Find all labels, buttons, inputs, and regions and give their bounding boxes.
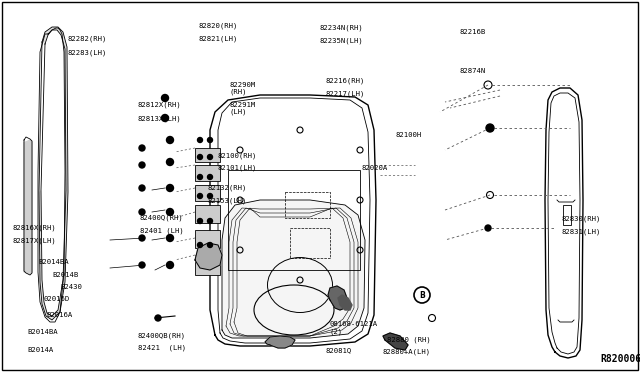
Text: 82830(RH): 82830(RH) <box>562 215 602 222</box>
Bar <box>195 185 220 201</box>
Text: B2430: B2430 <box>61 284 83 290</box>
Circle shape <box>486 124 494 132</box>
Circle shape <box>139 262 145 268</box>
Circle shape <box>207 138 212 142</box>
Polygon shape <box>338 295 352 310</box>
Text: 08168-6121A
(2): 08168-6121A (2) <box>330 321 378 335</box>
Polygon shape <box>265 336 295 348</box>
Bar <box>563 205 571 225</box>
Text: 82100(RH): 82100(RH) <box>218 152 257 159</box>
Text: 82813X(LH): 82813X(LH) <box>138 115 181 122</box>
Circle shape <box>485 225 491 231</box>
Text: 82874N: 82874N <box>460 68 486 74</box>
Text: 82217(LH): 82217(LH) <box>325 90 365 97</box>
Text: B2016A: B2016A <box>46 312 72 318</box>
Circle shape <box>139 209 145 215</box>
Text: 82400QB(RH): 82400QB(RH) <box>138 332 186 339</box>
Text: 82081Q: 82081Q <box>325 347 351 353</box>
Text: 82234N(RH): 82234N(RH) <box>320 25 364 31</box>
Circle shape <box>207 218 212 224</box>
Bar <box>195 165 220 181</box>
Polygon shape <box>328 286 347 310</box>
Text: B2014A: B2014A <box>27 347 53 353</box>
Bar <box>195 255 220 275</box>
Text: 82880+A(LH): 82880+A(LH) <box>383 348 431 355</box>
Circle shape <box>166 137 173 144</box>
Text: 82831(LH): 82831(LH) <box>562 228 602 235</box>
Circle shape <box>161 115 168 122</box>
Text: B2014BA: B2014BA <box>27 329 58 335</box>
Bar <box>195 230 220 248</box>
Polygon shape <box>39 27 68 320</box>
Text: 82282(RH): 82282(RH) <box>67 36 107 42</box>
Circle shape <box>166 158 173 166</box>
Text: 82820(RH): 82820(RH) <box>198 23 238 29</box>
Text: 82235N(LH): 82235N(LH) <box>320 37 364 44</box>
Text: 82101(LH): 82101(LH) <box>218 165 257 171</box>
Circle shape <box>139 185 145 191</box>
Text: 82421  (LH): 82421 (LH) <box>138 345 186 352</box>
Circle shape <box>198 218 202 224</box>
Text: 82216B: 82216B <box>460 29 486 35</box>
Circle shape <box>161 94 168 102</box>
Bar <box>228 170 360 270</box>
Circle shape <box>198 174 202 180</box>
Circle shape <box>139 145 145 151</box>
Polygon shape <box>222 200 365 338</box>
Circle shape <box>166 208 173 215</box>
Circle shape <box>198 138 202 142</box>
Text: 82290M
(RH): 82290M (RH) <box>229 82 255 95</box>
Text: 82153(LH): 82153(LH) <box>208 197 248 204</box>
Text: 82400Q(RH): 82400Q(RH) <box>140 214 183 221</box>
Text: B2014BA: B2014BA <box>38 259 69 265</box>
Polygon shape <box>24 140 32 274</box>
Circle shape <box>198 193 202 199</box>
Text: 82283(LH): 82283(LH) <box>67 49 107 56</box>
Text: B: B <box>419 291 425 299</box>
Text: 82020A: 82020A <box>362 165 388 171</box>
Circle shape <box>166 185 173 192</box>
Text: 82817X(LH): 82817X(LH) <box>13 237 56 244</box>
Polygon shape <box>38 28 65 322</box>
Text: 82100H: 82100H <box>396 132 422 138</box>
Text: 82132(RH): 82132(RH) <box>208 185 248 191</box>
Circle shape <box>166 262 173 269</box>
Polygon shape <box>545 88 583 358</box>
Circle shape <box>139 235 145 241</box>
Text: R8200069: R8200069 <box>600 354 640 364</box>
Text: B2014B: B2014B <box>52 272 79 278</box>
Circle shape <box>207 154 212 160</box>
Circle shape <box>166 234 173 241</box>
Text: 82880 (RH): 82880 (RH) <box>387 336 431 343</box>
Polygon shape <box>383 333 408 350</box>
Circle shape <box>139 162 145 168</box>
Bar <box>195 205 220 223</box>
Circle shape <box>198 243 202 247</box>
Text: 82216(RH): 82216(RH) <box>325 78 365 84</box>
Text: 02016D: 02016D <box>44 296 70 302</box>
Circle shape <box>207 243 212 247</box>
Polygon shape <box>195 243 222 270</box>
Text: 82401 (LH): 82401 (LH) <box>140 227 183 234</box>
Text: 82812X(RH): 82812X(RH) <box>138 102 181 108</box>
Circle shape <box>207 174 212 180</box>
Text: 82821(LH): 82821(LH) <box>198 35 238 42</box>
Text: 82816X(RH): 82816X(RH) <box>13 224 56 231</box>
Bar <box>195 148 220 162</box>
Circle shape <box>198 154 202 160</box>
Circle shape <box>155 315 161 321</box>
Polygon shape <box>210 95 376 346</box>
Text: 82291M
(LH): 82291M (LH) <box>229 102 255 115</box>
Circle shape <box>207 193 212 199</box>
